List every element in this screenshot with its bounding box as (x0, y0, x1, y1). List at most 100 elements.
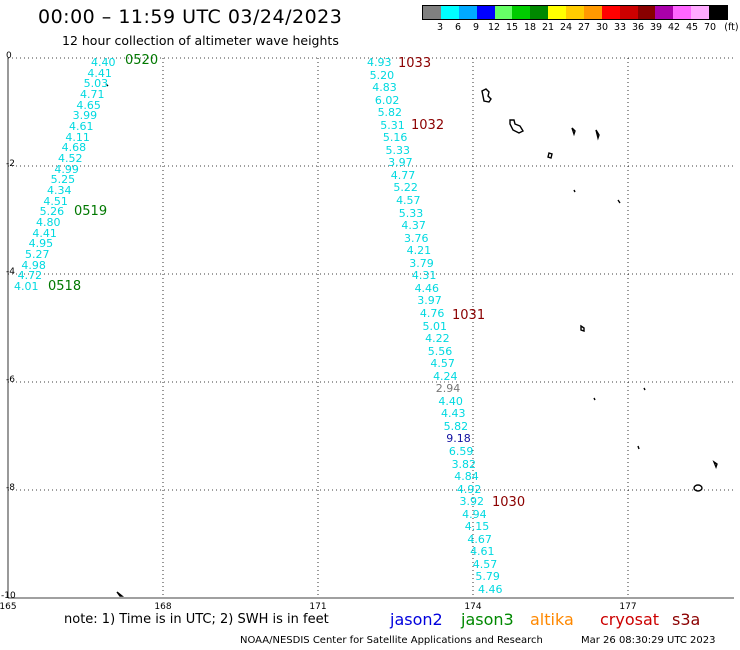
generated-timestamp: Mar 26 08:30:29 UTC 2023 (581, 635, 716, 646)
latitude-tick-label: 0 (6, 51, 12, 61)
wave-height-reading: 4.21 (406, 244, 432, 258)
color-swatch (673, 6, 692, 19)
wave-height-reading: 4.71 (80, 88, 105, 101)
map-title: 00:00 – 11:59 UTC 03/24/2023 (38, 6, 343, 28)
wave-height-reading: 9.18 (446, 432, 471, 446)
wave-height-reading: 4.01 (14, 280, 39, 293)
color-scale-label: 27 (577, 22, 591, 33)
island-outline (693, 484, 703, 492)
wave-height-reading: 3.79 (409, 256, 434, 270)
footer: NOAA/NESDIS Center for Satellite Applica… (0, 633, 740, 649)
satellite-legend-cryosat: cryosat (600, 610, 660, 629)
wave-height-reading: 4.46 (414, 281, 440, 295)
color-swatch (601, 6, 620, 19)
wave-height-reading: 4.93 (367, 56, 392, 69)
color-swatch (583, 6, 602, 19)
map-subtitle: 12 hour collection of altimeter wave hei… (62, 33, 339, 48)
color-scale-label: 18 (523, 22, 537, 33)
island-outline (547, 152, 553, 159)
longitude-tick-label: 168 (154, 602, 172, 612)
wave-height-reading: 3.97 (388, 156, 413, 170)
longitude-tick-label: 174 (464, 602, 482, 612)
wave-height-reading: 5.27 (25, 248, 50, 261)
color-swatch (530, 6, 549, 19)
wave-height-reading: 3.92 (459, 495, 485, 509)
wave-height-reading: 4.92 (456, 482, 482, 496)
satellite-legend-s3a: s3a (672, 610, 701, 629)
wave-height-reading: 4.37 (401, 219, 426, 233)
note-row: note: 1) Time is in UTC; 2) SWH is in fe… (0, 610, 740, 630)
wave-height-reading: 3.76 (404, 231, 429, 245)
wave-height-reading: 5.31 (380, 118, 405, 132)
wave-height-reading: 5.01 (422, 319, 448, 333)
wave-height-reading: 4.72 (17, 269, 43, 283)
color-scale-label: 30 (595, 22, 609, 33)
wave-height-reading: 4.61 (69, 120, 94, 133)
color-scale-label: 24 (559, 22, 573, 33)
island-outline (509, 119, 524, 134)
wave-height-reading: 4.46 (478, 583, 503, 596)
wave-height-reading: 5.26 (39, 205, 65, 219)
wave-height-reading: 4.65 (76, 98, 101, 112)
wave-height-reading: 4.24 (433, 369, 458, 383)
wave-height-reading: 4.40 (438, 394, 463, 408)
color-scale-label: 36 (631, 22, 645, 33)
island-outline (593, 397, 596, 401)
island-outline (637, 445, 640, 450)
wave-height-reading: 4.41 (32, 226, 57, 240)
longitude-tick-label: 171 (309, 602, 327, 612)
pass-time-label: 1032 (411, 118, 445, 133)
color-swatch (619, 6, 638, 19)
island-outline (481, 88, 492, 103)
color-scale-label: 33 (613, 22, 627, 33)
color-swatch (691, 6, 709, 19)
wave-height-reading: 5.79 (475, 570, 500, 584)
color-swatch (476, 6, 495, 19)
wave-height-reading: 4.31 (411, 269, 437, 283)
color-swatch (494, 6, 513, 19)
wave-height-reading: 3.82 (451, 457, 477, 471)
wave-height-reading: 5.33 (385, 143, 411, 157)
pass-time-label: 1031 (452, 308, 486, 323)
latitude-tick-label: -6 (6, 375, 15, 385)
color-scale-label: 15 (505, 22, 519, 33)
color-swatch (458, 6, 477, 19)
wave-height-reading: 4.40 (91, 56, 116, 69)
units-note: note: 1) Time is in UTC; 2) SWH is in fe… (64, 612, 329, 627)
color-scale-label: 42 (667, 22, 681, 33)
color-scale-label: 12 (487, 22, 501, 33)
wave-height-reading: 4.15 (464, 520, 490, 534)
pass-time-label: 1033 (398, 56, 432, 71)
color-swatch (512, 6, 531, 19)
pass-time-label: 0519 (74, 204, 108, 219)
island-outline (580, 324, 585, 332)
wave-height-reading: 4.51 (43, 194, 68, 208)
wave-height-reading: 4.98 (21, 258, 46, 272)
color-scale-label: 3 (436, 22, 444, 33)
latitude-tick-label: -2 (6, 159, 15, 169)
wave-height-reading: 4.77 (390, 168, 416, 182)
wave-height-reading: 6.59 (448, 444, 474, 458)
wave-height-reading: 5.33 (398, 206, 424, 220)
color-swatch (548, 6, 566, 19)
wave-height-reading: 4.99 (54, 162, 79, 176)
wave-height-reading: 4.52 (58, 152, 83, 165)
satellite-legend-altika: altika (530, 610, 574, 629)
island-outline (595, 129, 600, 141)
satellite-legend-jason2: jason2 (390, 610, 443, 629)
color-scale-label: 45 (685, 22, 699, 33)
color-swatch (655, 6, 674, 19)
latitude-tick-label: -10 (1, 591, 16, 601)
wave-height-reading: 5.22 (393, 181, 418, 195)
wave-height-reading: 4.57 (396, 194, 421, 208)
wave-height-reading: 4.34 (47, 184, 72, 197)
wave-height-reading: 3.97 (417, 294, 442, 308)
color-scale-label: 9 (472, 22, 480, 33)
island-outline (105, 83, 109, 87)
wave-height-reading: 4.67 (467, 532, 492, 546)
wave-height-reading: 6.02 (374, 93, 400, 107)
wave-height-reading: 5.82 (377, 106, 403, 120)
longitude-tick-label: 177 (619, 602, 637, 612)
color-scale-unit: (ft) (724, 22, 739, 33)
credit-text: NOAA/NESDIS Center for Satellite Applica… (240, 635, 543, 646)
